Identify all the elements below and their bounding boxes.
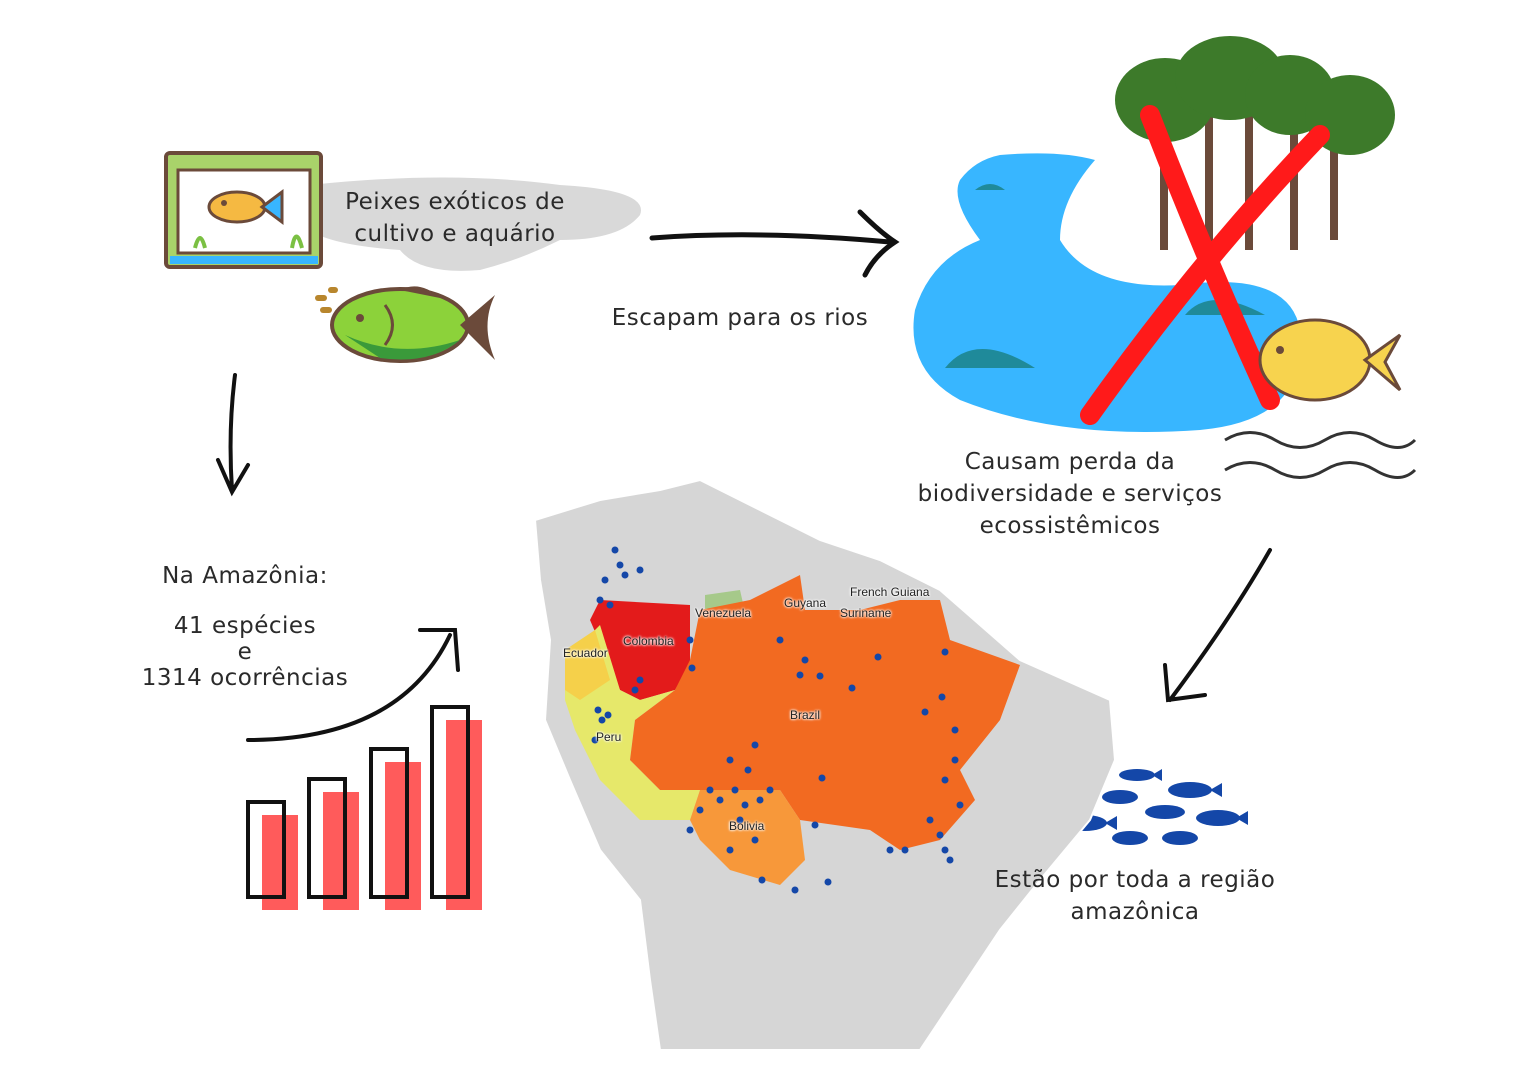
map-label-colombia: Colombia: [623, 634, 674, 648]
occurrence-dot: [886, 846, 894, 854]
occurrence-dot: [601, 576, 609, 584]
bar-chart-icon: [246, 705, 482, 910]
occurrence-dot: [688, 664, 696, 672]
occurrence-dot: [848, 684, 856, 692]
spread-caption: Estão por toda a região amazônica: [994, 867, 1276, 925]
occurrence-dot: [941, 648, 949, 656]
occurrence-dot: [726, 756, 734, 764]
occurrence-dot: [776, 636, 784, 644]
river-forest-icon: [913, 36, 1417, 479]
occurrence-dot: [751, 741, 759, 749]
occurrence-dot: [598, 716, 606, 724]
arrow-right-icon: [649, 209, 900, 278]
map-label-peru: Peru: [596, 730, 622, 744]
occurrence-dot: [604, 711, 612, 719]
map-label-venezuela: Venezuela: [695, 606, 752, 620]
occurrence-dot: [741, 801, 749, 809]
occurrence-dot: [791, 886, 799, 894]
occurrence-dot: [956, 801, 964, 809]
escape-caption: Escapam para os rios: [611, 305, 869, 331]
occurrence-dot: [801, 656, 809, 664]
occurrence-dot: [936, 831, 944, 839]
map-label-brazil: Brazil: [790, 708, 821, 722]
occurrence-dot: [636, 676, 644, 684]
occurrence-dot: [686, 636, 694, 644]
occurrence-dot: [696, 806, 704, 814]
occurrence-dot: [616, 561, 624, 569]
species-count: 41 espécies: [173, 613, 317, 639]
occurrence-dot: [816, 672, 824, 680]
occurrence-dot: [824, 878, 832, 886]
amazon-heading: Na Amazônia:: [162, 563, 328, 589]
map-label-bolivia: Bolivia: [729, 819, 765, 833]
occurrence-dot: [686, 826, 694, 834]
map-label-suriname: Suriname: [840, 606, 892, 620]
occurrence-dot: [926, 816, 934, 824]
occurrence-dot: [736, 816, 744, 824]
occurrence-dot: [938, 693, 946, 701]
growth-arrow-icon: [246, 628, 460, 742]
occurrence-dot: [611, 546, 619, 554]
occurrence-dot: [621, 571, 629, 579]
occurrence-dot: [751, 836, 759, 844]
map-label-guyana: Guyana: [784, 596, 827, 610]
occurrence-dot: [941, 846, 949, 854]
occurrence-dot: [716, 796, 724, 804]
occurrence-dot: [951, 756, 959, 764]
occurrence-dot: [596, 596, 604, 604]
arrow-down-left-icon: [1163, 548, 1272, 703]
occurrence-dot: [731, 786, 739, 794]
occurrence-dot: [606, 601, 614, 609]
occurrence-dot: [796, 671, 804, 679]
occurrence-dot: [591, 736, 599, 744]
occurrence-dot: [706, 786, 714, 794]
occurrence-dot: [766, 786, 774, 794]
occurrence-count: 1314 ocorrências: [141, 665, 349, 691]
occurrence-dot: [631, 686, 639, 694]
occurrence-dot: [756, 796, 764, 804]
amazon-map: [533, 478, 1117, 1051]
occurrence-dot: [636, 566, 644, 574]
fish-icon: [315, 286, 495, 363]
occurrence-dot: [594, 706, 602, 714]
occurrence-dot: [921, 708, 929, 716]
arrow-down-icon: [216, 373, 250, 497]
occurrence-dot: [811, 821, 819, 829]
aquarium-caption: Peixes exóticos de cultivo e aquário: [345, 189, 565, 247]
occurrence-dot: [901, 846, 909, 854]
occurrence-dot: [951, 726, 959, 734]
occurrence-dot: [941, 776, 949, 784]
map-label-french-guiana: French Guiana: [850, 585, 930, 599]
occurrence-dot: [758, 876, 766, 884]
occurrence-dot: [726, 846, 734, 854]
occurrence-dot: [874, 653, 882, 661]
occurrence-dot: [744, 766, 752, 774]
occurrence-dot: [946, 856, 954, 864]
impact-caption: Causam perda da biodiversidade e serviço…: [917, 449, 1223, 539]
aquarium-icon: [164, 151, 641, 271]
occurrence-dot: [818, 774, 826, 782]
map-label-ecuador: Ecuador: [563, 646, 608, 660]
conjunction: e: [237, 639, 253, 665]
